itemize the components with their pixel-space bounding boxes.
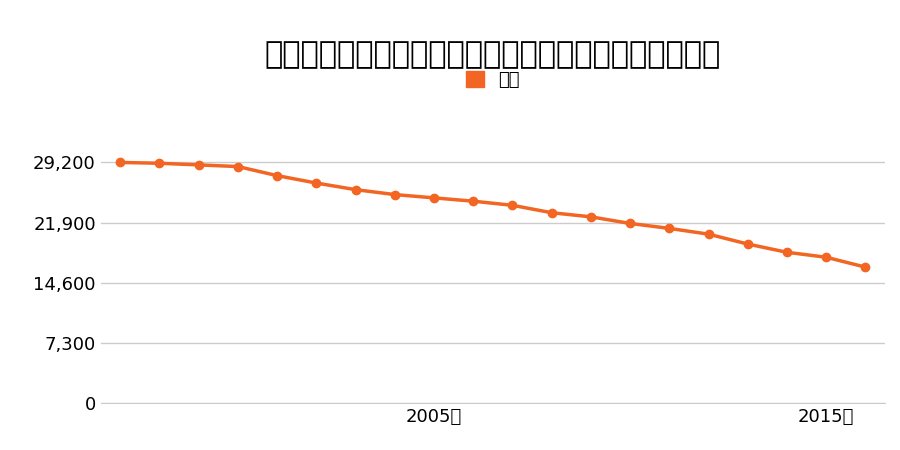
価格: [310, 180, 321, 186]
価格: [821, 255, 832, 260]
価格: [703, 231, 714, 237]
Line: 価格: 価格: [116, 158, 869, 271]
価格: [232, 164, 243, 169]
価格: [586, 214, 597, 220]
価格: [428, 195, 439, 201]
価格: [194, 162, 204, 167]
価格: [468, 198, 479, 204]
価格: [115, 160, 126, 165]
価格: [664, 226, 675, 231]
価格: [546, 210, 557, 216]
価格: [272, 173, 283, 178]
価格: [742, 241, 753, 247]
価格: [860, 265, 871, 270]
価格: [350, 187, 361, 192]
価格: [507, 202, 517, 208]
価格: [625, 221, 635, 226]
Legend: 価格: 価格: [459, 64, 527, 97]
価格: [390, 192, 400, 197]
Title: 大分県大分市大字家島字飛島１７０３番２外の地価推移: 大分県大分市大字家島字飛島１７０３番２外の地価推移: [265, 40, 721, 69]
価格: [154, 161, 165, 166]
価格: [781, 250, 792, 255]
